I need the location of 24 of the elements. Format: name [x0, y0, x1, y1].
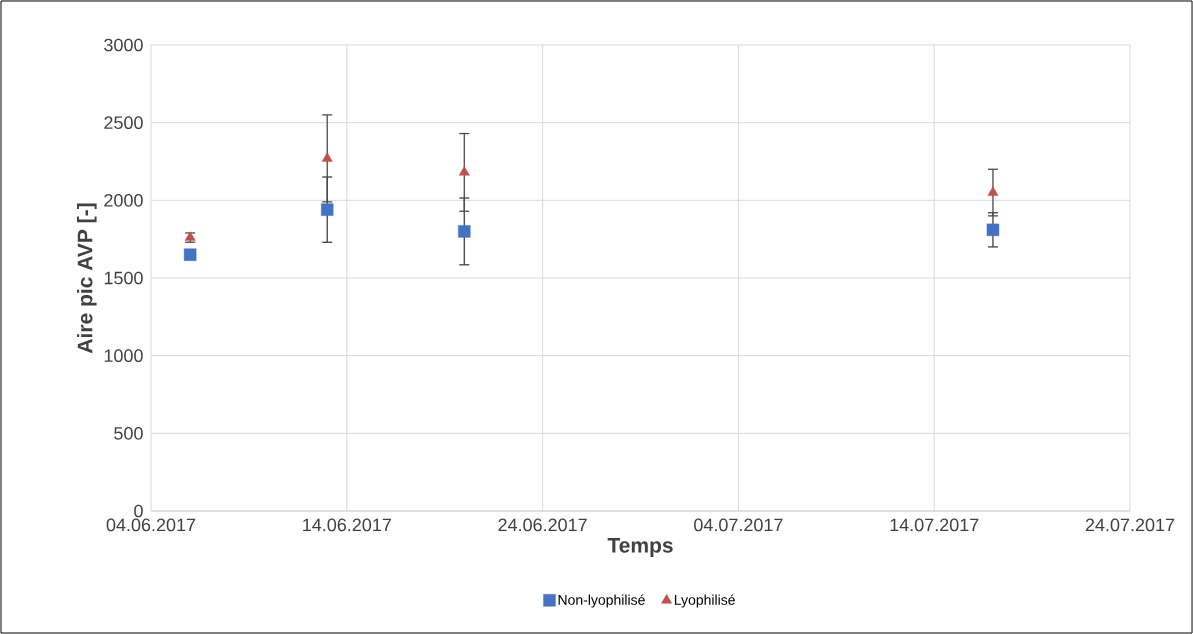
- x-tick-label: 24.06.2017: [498, 518, 587, 532]
- x-axis-title: Temps: [607, 538, 673, 557]
- x-tick-label: 04.07.2017: [694, 518, 783, 532]
- x-tick-label: 04.06.2017: [106, 518, 196, 532]
- y-axis-title: Aire pic AVP [-]: [77, 203, 97, 354]
- x-tick-label: 14.07.2017: [890, 518, 979, 532]
- y-tick-label: 0: [134, 504, 143, 518]
- point: [987, 186, 999, 196]
- y-tick-label: 1500: [104, 271, 143, 285]
- point: [321, 152, 333, 162]
- point: [458, 225, 471, 238]
- y-tick-label: 3000: [104, 38, 143, 52]
- y-tick-label: 2500: [104, 116, 143, 130]
- x-tick-label: 24.07.2017: [1085, 518, 1175, 532]
- point: [321, 203, 334, 216]
- point: [183, 248, 197, 261]
- point: [458, 166, 470, 176]
- x-tick-label: 14.06.2017: [303, 518, 391, 532]
- legend-label: Non-lyophilisé: [558, 594, 645, 608]
- y-tick-label: 2000: [104, 193, 143, 207]
- point: [986, 223, 1000, 237]
- y-tick-label: 500: [114, 426, 143, 440]
- legend-label: Lyophilisé: [674, 594, 735, 608]
- y-tick-label: 1000: [104, 349, 143, 363]
